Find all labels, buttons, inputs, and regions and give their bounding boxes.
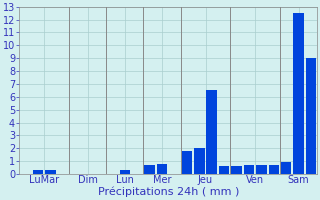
Bar <box>45 170 56 174</box>
Bar <box>293 13 304 174</box>
Bar <box>157 164 167 174</box>
Bar <box>268 165 279 174</box>
Bar <box>244 165 254 174</box>
Bar <box>256 165 267 174</box>
Bar <box>231 166 242 174</box>
Bar <box>194 148 204 174</box>
Bar <box>306 58 316 174</box>
Bar <box>219 166 229 174</box>
Bar <box>33 170 43 174</box>
Bar <box>144 165 155 174</box>
Bar <box>120 170 130 174</box>
X-axis label: Précipitations 24h ( mm ): Précipitations 24h ( mm ) <box>98 187 239 197</box>
Bar <box>281 162 292 174</box>
Bar <box>182 151 192 174</box>
Bar <box>206 90 217 174</box>
